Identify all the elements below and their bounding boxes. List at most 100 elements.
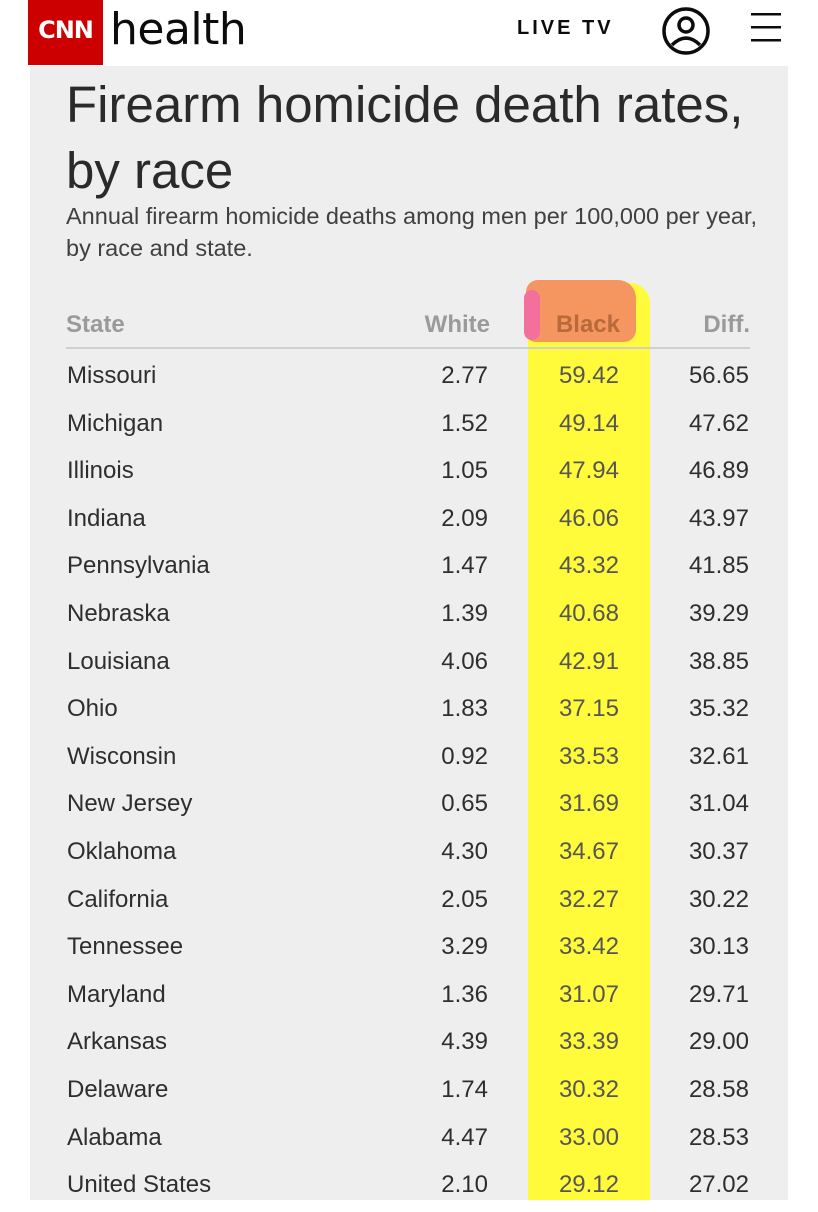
black-rate-cell: 37.15 xyxy=(558,695,619,723)
state-cell: Maryland xyxy=(67,980,166,1008)
table-row: Tennessee 3.29 33.42 30.13 xyxy=(0,926,818,974)
black-rate-cell: 43.32 xyxy=(558,552,619,580)
data-table-body: Missouri 2.77 59.42 56.65 Michigan 1.52 … xyxy=(0,355,818,1212)
white-rate-cell: 1.74 xyxy=(441,1075,488,1103)
diff-cell: 35.32 xyxy=(688,695,749,723)
black-rate-cell: 42.91 xyxy=(558,647,619,675)
menu-icon[interactable] xyxy=(748,10,784,46)
live-tv-link[interactable]: LIVE TV xyxy=(517,17,614,39)
table-row: Louisiana 4.06 42.91 38.85 xyxy=(0,641,818,689)
yellow-highlight-mark xyxy=(528,283,650,1200)
diff-cell: 28.53 xyxy=(688,1123,749,1151)
state-cell: Nebraska xyxy=(67,599,170,627)
diff-cell: 38.85 xyxy=(688,647,749,675)
state-cell: California xyxy=(67,885,169,913)
black-rate-cell: 33.53 xyxy=(558,742,619,770)
table-row: Illinois 1.05 47.94 46.89 xyxy=(0,450,818,498)
white-rate-cell: 1.52 xyxy=(441,409,488,437)
column-header-black: Black xyxy=(555,311,620,338)
content-card xyxy=(30,66,788,1200)
state-cell: Michigan xyxy=(67,409,164,437)
black-rate-cell: 46.06 xyxy=(558,504,619,532)
black-rate-cell: 30.32 xyxy=(558,1075,619,1103)
black-rate-cell: 33.42 xyxy=(558,933,619,961)
table-row: Indiana 2.09 46.06 43.97 xyxy=(0,498,818,546)
table-row: Missouri 2.77 59.42 56.65 xyxy=(0,355,818,403)
black-rate-cell: 33.39 xyxy=(558,1028,619,1056)
diff-cell: 32.61 xyxy=(688,742,749,770)
diff-cell: 47.62 xyxy=(688,409,749,437)
chart-subtitle: Annual firearm homicide deaths among men… xyxy=(66,203,758,261)
diff-cell: 56.65 xyxy=(688,362,749,389)
black-rate-cell: 49.14 xyxy=(558,409,619,437)
column-header-white: White xyxy=(424,311,490,338)
table-row: Ohio 1.83 37.15 35.32 xyxy=(0,688,818,736)
black-rate-cell: 40.68 xyxy=(558,599,619,627)
black-rate-cell: 31.69 xyxy=(558,790,619,818)
white-rate-cell: 2.77 xyxy=(441,362,488,389)
diff-cell: 39.29 xyxy=(688,599,749,627)
table-row: Maryland 1.36 31.07 29.71 xyxy=(0,974,818,1022)
state-cell: Delaware xyxy=(67,1075,169,1103)
diff-cell: 43.97 xyxy=(688,504,749,532)
black-rate-cell: 29.12 xyxy=(558,1171,619,1199)
black-rate-cell: 32.27 xyxy=(558,885,619,913)
cnn-logo[interactable]: CNN xyxy=(28,0,103,65)
state-cell: Louisiana xyxy=(67,647,170,675)
white-rate-cell: 2.10 xyxy=(441,1171,488,1199)
state-cell: Alabama xyxy=(67,1123,162,1151)
diff-cell: 30.37 xyxy=(688,837,749,865)
state-cell: United States xyxy=(67,1171,212,1199)
white-rate-cell: 2.09 xyxy=(441,504,488,532)
diff-cell: 41.85 xyxy=(688,552,749,580)
table-row: Wisconsin 0.92 33.53 32.61 xyxy=(0,736,818,784)
state-cell: Wisconsin xyxy=(67,742,177,770)
table-row: California 2.05 32.27 30.22 xyxy=(0,879,818,927)
diff-cell: 46.89 xyxy=(688,457,749,485)
white-rate-cell: 1.47 xyxy=(441,552,488,580)
table-row: Michigan 1.52 49.14 47.62 xyxy=(0,403,818,451)
state-cell: New Jersey xyxy=(67,790,193,818)
diff-cell: 30.22 xyxy=(688,885,749,913)
state-cell: Ohio xyxy=(67,695,118,723)
table-row: Arkansas 4.39 33.39 29.00 xyxy=(0,1021,818,1069)
diff-cell: 27.02 xyxy=(688,1171,749,1199)
header-divider xyxy=(66,347,750,349)
diff-cell: 28.58 xyxy=(688,1075,749,1103)
black-rate-cell: 47.94 xyxy=(558,457,619,485)
diff-cell: 30.13 xyxy=(688,933,749,961)
state-cell: Pennsylvania xyxy=(67,552,210,580)
state-cell: Illinois xyxy=(67,457,134,485)
black-rate-cell: 33.00 xyxy=(558,1123,619,1151)
white-rate-cell: 4.39 xyxy=(441,1028,488,1056)
white-rate-cell: 1.83 xyxy=(441,695,488,723)
table-row: United States 2.10 29.12 27.02 xyxy=(0,1164,818,1212)
section-name[interactable]: health xyxy=(110,4,247,55)
white-rate-cell: 1.05 xyxy=(441,457,488,485)
table-row: Pennsylvania 1.47 43.32 41.85 xyxy=(0,545,818,593)
table-row: Oklahoma 4.30 34.67 30.37 xyxy=(0,831,818,879)
white-rate-cell: 1.36 xyxy=(441,980,488,1008)
state-cell: Missouri xyxy=(67,362,157,389)
pink-highlight-mark xyxy=(524,290,540,340)
state-cell: Indiana xyxy=(67,504,146,532)
black-rate-cell: 34.67 xyxy=(558,837,619,865)
white-rate-cell: 3.29 xyxy=(441,933,488,961)
white-rate-cell: 0.92 xyxy=(441,742,488,770)
column-header-state: State xyxy=(66,311,125,338)
table-row: Delaware 1.74 30.32 28.58 xyxy=(0,1069,818,1117)
white-rate-cell: 4.30 xyxy=(441,837,488,865)
state-cell: Tennessee xyxy=(67,933,184,961)
table-row: Nebraska 1.39 40.68 39.29 xyxy=(0,593,818,641)
account-icon[interactable] xyxy=(660,5,712,57)
table-row: Alabama 4.47 33.00 28.53 xyxy=(0,1117,818,1165)
white-rate-cell: 2.05 xyxy=(441,885,488,913)
site-header: CNN health LIVE TV xyxy=(0,0,818,66)
white-rate-cell: 4.06 xyxy=(441,647,488,675)
diff-cell: 31.04 xyxy=(688,790,749,818)
white-rate-cell: 0.65 xyxy=(441,790,488,818)
diff-cell: 29.71 xyxy=(688,980,749,1008)
white-rate-cell: 4.47 xyxy=(441,1123,488,1151)
black-rate-cell: 31.07 xyxy=(558,980,619,1008)
white-rate-cell: 1.39 xyxy=(441,599,488,627)
